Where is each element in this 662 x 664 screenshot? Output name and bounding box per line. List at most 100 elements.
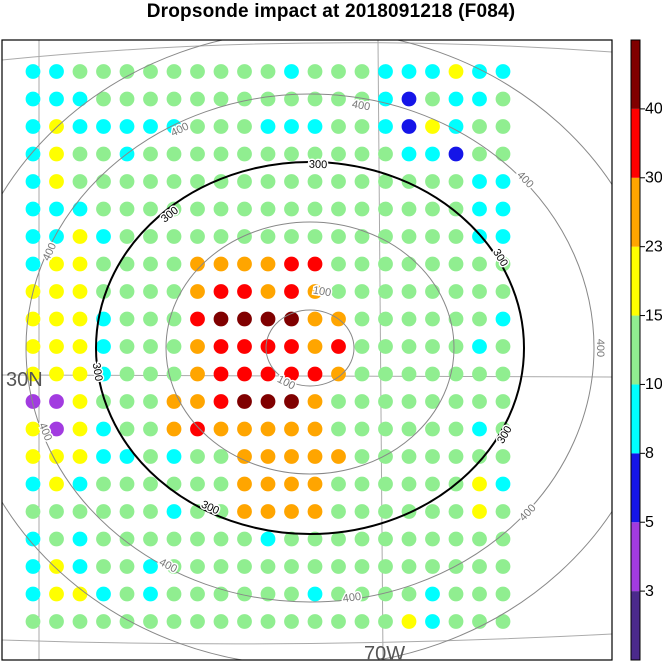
data-point — [25, 174, 41, 189]
data-point — [307, 256, 323, 272]
data-point — [237, 394, 252, 409]
data-point — [378, 394, 393, 409]
data-point — [119, 559, 135, 574]
data-point — [425, 614, 440, 629]
data-point — [448, 119, 464, 134]
data-point — [307, 284, 323, 299]
lat-label: 30N — [6, 369, 43, 391]
data-point — [307, 201, 323, 217]
data-point — [448, 421, 464, 437]
data-point — [378, 146, 393, 162]
data-point — [190, 614, 205, 629]
data-point — [354, 339, 370, 354]
colorbar-segment — [631, 177, 640, 247]
data-point — [378, 531, 393, 547]
data-point — [25, 91, 41, 107]
data-point — [354, 559, 370, 574]
data-point — [166, 146, 182, 162]
data-point — [401, 531, 417, 547]
data-point — [72, 421, 88, 437]
data-point — [119, 586, 135, 602]
data-point — [378, 476, 393, 492]
data-point — [378, 284, 393, 299]
data-point — [190, 311, 205, 327]
data-point — [72, 586, 88, 602]
data-point — [260, 174, 276, 189]
data-point — [49, 449, 64, 464]
data-point — [96, 256, 111, 272]
data-point — [49, 394, 64, 409]
data-point — [284, 394, 299, 409]
data-point — [96, 174, 111, 189]
data-point — [119, 339, 135, 354]
data-point — [49, 64, 64, 79]
data-point — [401, 229, 417, 244]
data-point — [25, 504, 41, 519]
data-point — [425, 119, 440, 134]
data-point — [49, 311, 64, 327]
data-point — [49, 146, 64, 162]
data-point — [119, 64, 135, 79]
data-point — [25, 531, 41, 547]
data-point — [425, 256, 440, 272]
data-point — [472, 586, 487, 602]
data-point — [260, 284, 276, 299]
data-point — [378, 64, 393, 79]
data-point — [190, 449, 205, 464]
data-point — [307, 229, 323, 244]
data-point — [425, 586, 440, 602]
data-point — [96, 476, 111, 492]
data-point — [96, 91, 111, 107]
data-point — [472, 146, 487, 162]
data-point — [119, 284, 135, 299]
data-point — [72, 504, 88, 519]
data-point — [96, 119, 111, 134]
data-point — [72, 91, 88, 107]
data-point — [495, 531, 511, 547]
data-point — [354, 229, 370, 244]
data-point — [237, 586, 252, 602]
data-point — [331, 476, 346, 492]
data-point — [49, 421, 64, 437]
data-point — [472, 504, 487, 519]
data-point — [284, 366, 299, 382]
data-point — [260, 339, 276, 354]
data-point — [143, 91, 158, 107]
data-point — [166, 614, 182, 629]
data-point — [401, 146, 417, 162]
data-point — [260, 614, 276, 629]
data-point — [284, 201, 299, 217]
contour-label: 100 — [312, 285, 332, 300]
data-point — [354, 311, 370, 327]
data-point — [190, 229, 205, 244]
data-point — [237, 311, 252, 327]
data-point — [119, 366, 135, 382]
data-point — [166, 91, 182, 107]
data-point — [25, 146, 41, 162]
contour-label: 400 — [342, 591, 362, 605]
data-point — [331, 614, 346, 629]
data-point — [401, 614, 417, 629]
data-point — [49, 476, 64, 492]
data-point — [190, 476, 205, 492]
data-point — [425, 91, 440, 107]
data-point — [284, 119, 299, 134]
data-point — [72, 476, 88, 492]
colorbar-segment — [631, 591, 640, 660]
data-point — [25, 421, 41, 437]
data-point — [448, 449, 464, 464]
data-point — [190, 64, 205, 79]
data-point — [331, 504, 346, 519]
data-point — [331, 64, 346, 79]
data-point — [495, 504, 511, 519]
colorbar-segment — [631, 453, 640, 523]
data-point — [190, 559, 205, 574]
data-point — [143, 421, 158, 437]
data-point — [119, 201, 135, 217]
data-point — [237, 201, 252, 217]
data-point — [354, 586, 370, 602]
contour-label: 400 — [594, 339, 606, 357]
data-point — [25, 311, 41, 327]
data-point — [495, 366, 511, 382]
data-point — [495, 174, 511, 189]
